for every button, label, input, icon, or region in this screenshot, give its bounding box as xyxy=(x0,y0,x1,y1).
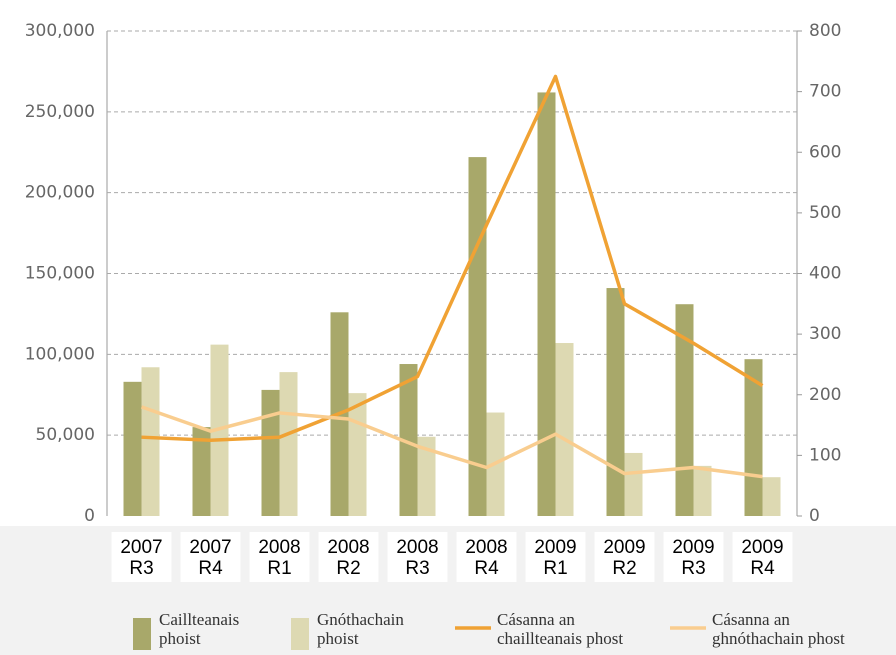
bar xyxy=(348,393,367,516)
category-box xyxy=(525,532,586,582)
x-tick-label: R4 xyxy=(474,558,499,579)
legend-label: Cásanna an chaillteanais phost xyxy=(497,610,624,648)
legend-swatch xyxy=(133,618,151,650)
y2-tick-label: 500 xyxy=(809,203,841,223)
x-tick-label: 2009 xyxy=(603,537,645,558)
line xyxy=(141,74,764,442)
x-tick-label: R4 xyxy=(750,558,775,579)
bar xyxy=(192,427,211,516)
category-box xyxy=(111,532,172,582)
category-box xyxy=(387,532,448,582)
legend-swatch xyxy=(291,618,309,650)
x-tick-label: R4 xyxy=(198,558,223,579)
category-box xyxy=(249,532,310,582)
x-tick-label: R3 xyxy=(405,558,429,579)
bar xyxy=(762,477,781,516)
x-tick-label: R1 xyxy=(267,558,291,579)
x-tick-label: 2007 xyxy=(120,537,162,558)
x-tick-label: 2007 xyxy=(189,537,231,558)
y-tick-label: 0 xyxy=(84,506,95,526)
x-tick-label: R3 xyxy=(129,558,153,579)
legend-label: Cásanna an ghnóthachain phost xyxy=(712,610,845,648)
y2-tick-label: 800 xyxy=(809,21,841,41)
category-box xyxy=(594,532,655,582)
y-tick-label: 250,000 xyxy=(25,102,95,122)
x-tick-label: 2009 xyxy=(534,537,576,558)
category-box xyxy=(663,532,724,582)
x-tick-label: 2008 xyxy=(327,537,369,558)
bar xyxy=(141,367,160,516)
line xyxy=(140,405,763,479)
category-box xyxy=(732,532,793,582)
bar xyxy=(123,381,142,516)
bar xyxy=(399,364,418,516)
legend-label: Gnóthachain phoist xyxy=(317,610,404,648)
y2-tick-label: 100 xyxy=(809,445,841,465)
y2-tick-label: 300 xyxy=(809,324,841,344)
category-box xyxy=(318,532,379,582)
x-tick-label: 2009 xyxy=(741,537,783,558)
category-box xyxy=(180,532,241,582)
y-tick-label: 200,000 xyxy=(25,183,95,203)
x-tick-label: R1 xyxy=(543,558,567,579)
x-tick-label: 2008 xyxy=(465,537,507,558)
x-tick-label: R3 xyxy=(681,558,705,579)
y-tick-label: 300,000 xyxy=(25,21,95,41)
y-tick-label: 150,000 xyxy=(25,264,95,284)
x-tick-label: 2008 xyxy=(396,537,438,558)
x-tick-label: R2 xyxy=(336,558,360,579)
y-tick-label: 50,000 xyxy=(36,425,95,445)
y2-tick-label: 700 xyxy=(809,82,841,102)
y2-tick-label: 600 xyxy=(809,142,841,162)
bar xyxy=(693,465,712,516)
bar xyxy=(261,389,280,516)
y2-tick-label: 200 xyxy=(809,385,841,405)
category-box xyxy=(456,532,517,582)
bar xyxy=(537,92,556,516)
y2-tick-label: 0 xyxy=(809,506,820,526)
bar xyxy=(468,157,487,516)
bar xyxy=(675,304,694,516)
bar xyxy=(624,452,643,516)
bar xyxy=(606,288,625,516)
legend-label: Caillteanais phoist xyxy=(159,610,240,648)
y2-tick-label: 400 xyxy=(809,264,841,284)
x-tick-label: R2 xyxy=(612,558,636,579)
bar xyxy=(555,343,574,516)
x-tick-label: 2008 xyxy=(258,537,300,558)
bar xyxy=(417,436,436,516)
x-tick-label: 2009 xyxy=(672,537,714,558)
bar xyxy=(279,372,298,516)
y-tick-label: 100,000 xyxy=(25,344,95,364)
